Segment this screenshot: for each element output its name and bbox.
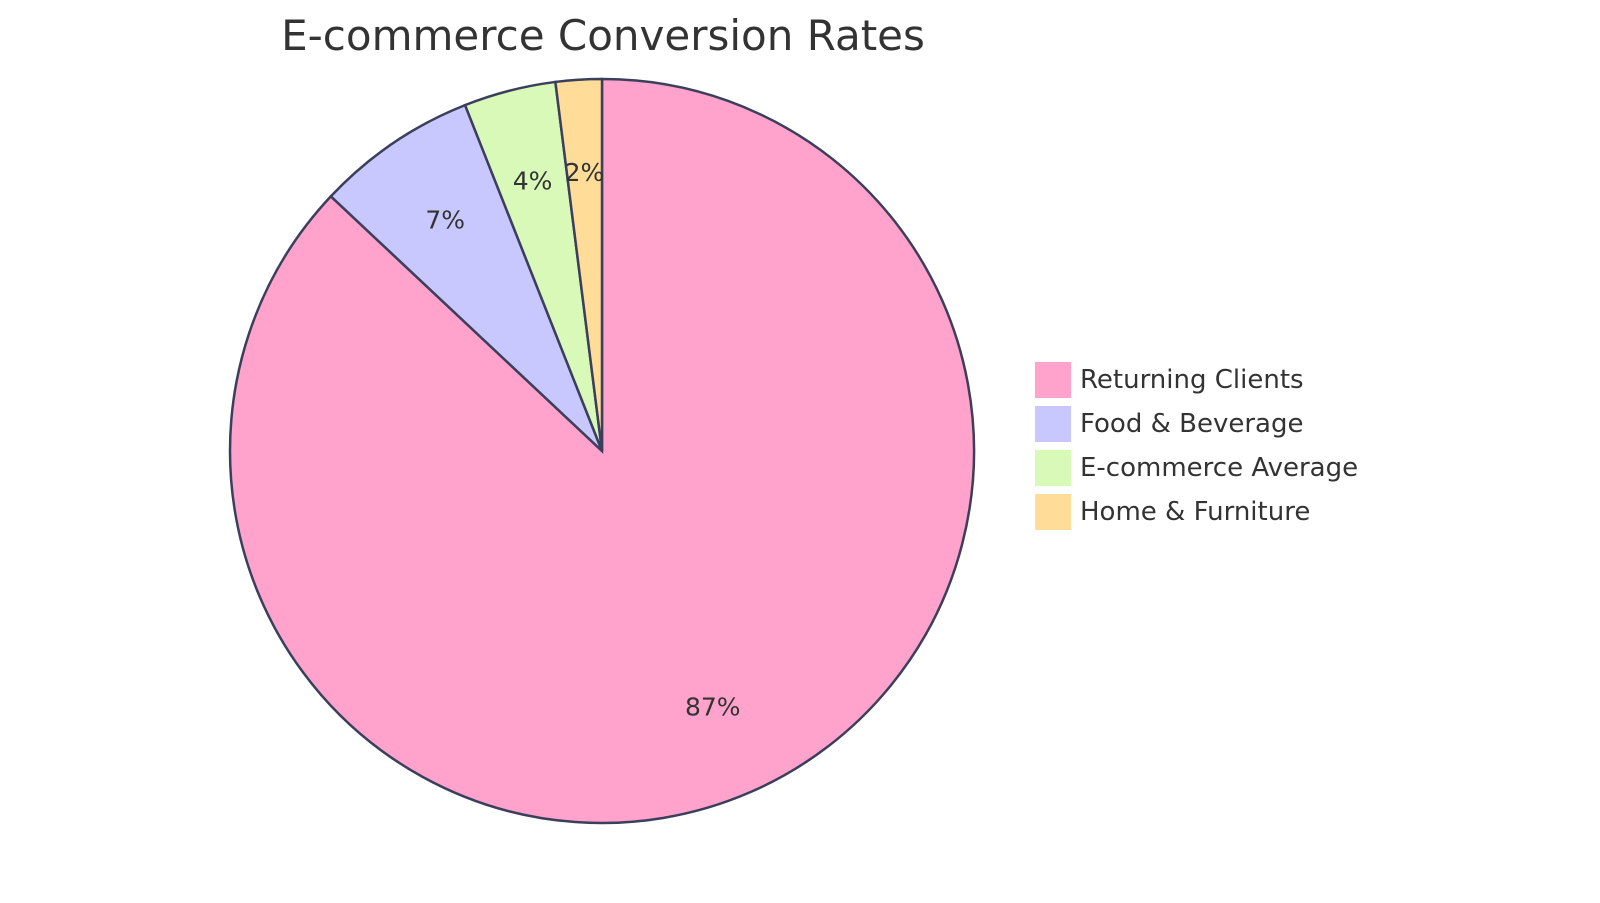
legend-swatch bbox=[1035, 406, 1071, 442]
pie-slice-home-furniture bbox=[553, 77, 604, 452]
legend-swatch bbox=[1035, 494, 1071, 530]
pie-value-labels: 87% 7% 4% 2% bbox=[425, 158, 740, 722]
pie-slices bbox=[228, 77, 976, 825]
legend-item-home-furniture: Home & Furniture bbox=[1035, 494, 1310, 530]
slice-value-label: 4% bbox=[513, 166, 553, 195]
legend-label: Returning Clients bbox=[1080, 365, 1304, 395]
legend-item-returning-clients: Returning Clients bbox=[1035, 362, 1304, 398]
legend-label: Food & Beverage bbox=[1080, 409, 1304, 439]
slice-value-label: 7% bbox=[425, 206, 465, 235]
legend: Returning Clients Food & Beverage E-commer… bbox=[1035, 362, 1358, 530]
legend-swatch bbox=[1035, 362, 1071, 398]
pie-slice-food-beverage bbox=[329, 103, 604, 452]
legend-label: E-commerce Average bbox=[1080, 453, 1358, 483]
legend-item-e-commerce-average: E-commerce Average bbox=[1035, 450, 1358, 486]
slice-value-label: 87% bbox=[685, 693, 741, 722]
legend-label: Home & Furniture bbox=[1080, 497, 1310, 527]
legend-swatch bbox=[1035, 450, 1071, 486]
legend-item-food-beverage: Food & Beverage bbox=[1035, 406, 1304, 442]
chart-title: E-commerce Conversion Rates bbox=[281, 11, 925, 60]
slice-value-label: 2% bbox=[565, 158, 605, 187]
